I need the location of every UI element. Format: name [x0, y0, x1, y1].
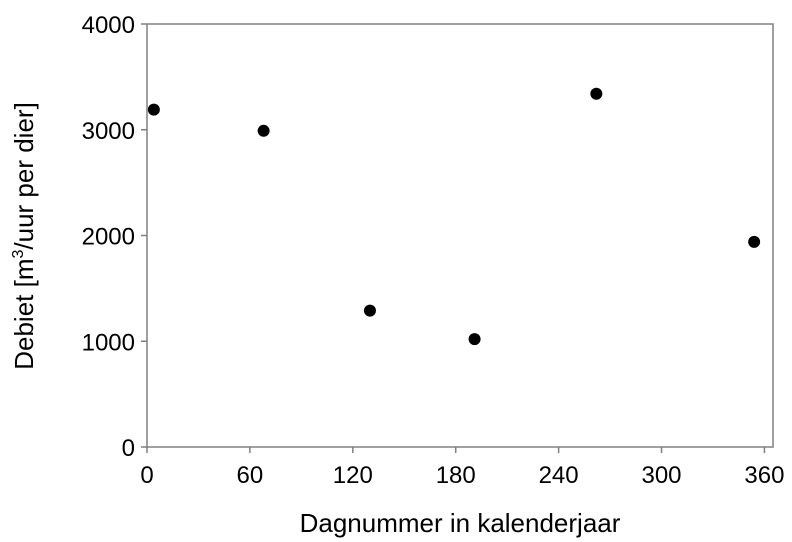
data-point — [363, 304, 376, 317]
data-point — [468, 333, 481, 346]
y-axis-title-suffix: /uur per dier] — [9, 102, 39, 249]
x-axis-title: Dagnummer in kalenderjaar — [300, 508, 621, 538]
x-tick-label: 240 — [539, 462, 579, 489]
data-point — [257, 124, 270, 137]
plot-area — [146, 23, 774, 448]
ticks-layer: 0 60 120 180 240 300 360 0 1000 2000 3000 4000 — [82, 12, 785, 489]
y-axis-title-superscript: 3 — [10, 250, 27, 259]
y-axis-title: Debiet [m3/uur per dier] — [9, 102, 39, 370]
data-points — [147, 87, 761, 346]
x-tick-label: 180 — [436, 462, 476, 489]
x-tick-label: 60 — [237, 462, 264, 489]
x-tick-label: 0 — [140, 462, 153, 489]
x-tick-label: 360 — [744, 462, 784, 489]
data-point — [748, 235, 761, 248]
data-point — [590, 87, 603, 100]
x-tick-label: 120 — [333, 462, 373, 489]
data-point — [147, 103, 160, 116]
y-tick-label: 1000 — [82, 329, 135, 356]
y-tick-label: 0 — [122, 435, 135, 462]
y-tick-label: 3000 — [82, 118, 135, 145]
y-tick-label: 2000 — [82, 224, 135, 251]
y-axis-title-prefix: Debiet [m — [9, 259, 39, 370]
y-tick-label: 4000 — [82, 12, 135, 39]
x-tick-label: 300 — [641, 462, 681, 489]
